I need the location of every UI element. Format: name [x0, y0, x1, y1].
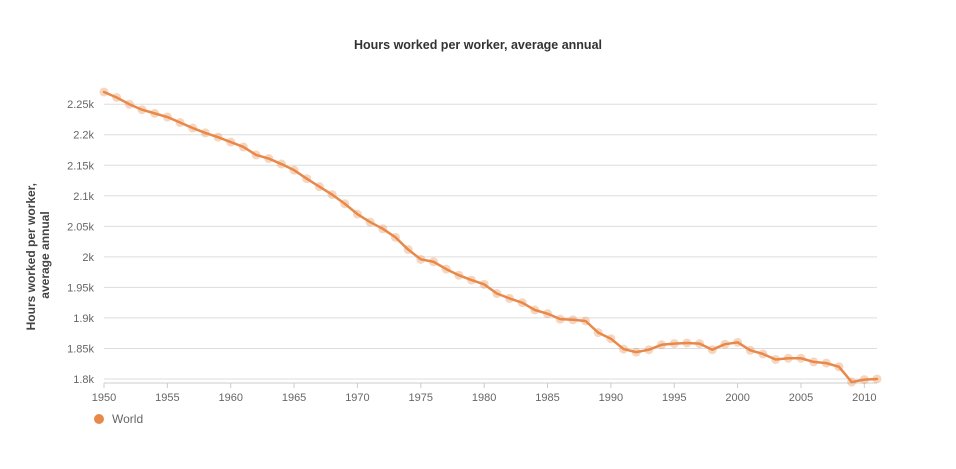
y-tick-label: 2.2k: [73, 130, 94, 142]
y-tick-label: 2.25k: [67, 99, 94, 111]
x-tick-label: 1995: [662, 392, 686, 404]
y-tick-label: 2.15k: [67, 160, 94, 172]
x-tick-label: 2000: [725, 392, 749, 404]
y-axis-label: Hours worked per worker, average annual: [24, 180, 52, 331]
x-tick-label: 1985: [535, 392, 559, 404]
x-tick-label: 1990: [599, 392, 623, 404]
chart-title: Hours worked per worker, average annual: [353, 38, 602, 52]
x-tick-label: 1960: [218, 392, 242, 404]
y-tick-label: 1.85k: [67, 343, 94, 355]
y-tick-label: 1.9k: [73, 313, 94, 325]
x-tick-label: 1975: [409, 392, 433, 404]
legend-label-world: World: [112, 412, 144, 426]
legend[interactable]: World: [94, 412, 143, 426]
x-tick-label: 1980: [472, 392, 496, 404]
x-tick-label: 2010: [852, 392, 876, 404]
grid-lines: [104, 103, 877, 380]
x-tick-label: 1970: [345, 392, 369, 404]
legend-swatch-world: [94, 414, 104, 424]
y-tick-label: 2.1k: [73, 191, 94, 203]
y-tick-label: 1.8k: [73, 374, 94, 386]
x-tick-label: 1955: [155, 392, 179, 404]
y-tick-label: 1.95k: [67, 282, 94, 294]
series-world: [99, 87, 882, 387]
series-line-world: [102, 90, 879, 384]
y-tick-label: 2.05k: [67, 221, 94, 233]
x-tick-label: 1965: [282, 392, 306, 404]
y-axis-label-line-2: average annual: [38, 211, 52, 298]
y-axis-ticks: 1.8k 1.85k 1.9k 1.95k 2k 2.05k 2.1k 2.15k 2.2k 2.…: [67, 99, 94, 386]
y-tick-label: 2k: [82, 252, 94, 264]
y-axis-label-line-1: Hours worked per worker,: [24, 183, 38, 330]
x-tick-label: 1950: [92, 392, 116, 404]
x-tick-label: 2005: [789, 392, 813, 404]
x-axis-ticks: 1950 1955 1960 1965 1970 1975 1980 1985 1990 1995…: [92, 383, 877, 404]
